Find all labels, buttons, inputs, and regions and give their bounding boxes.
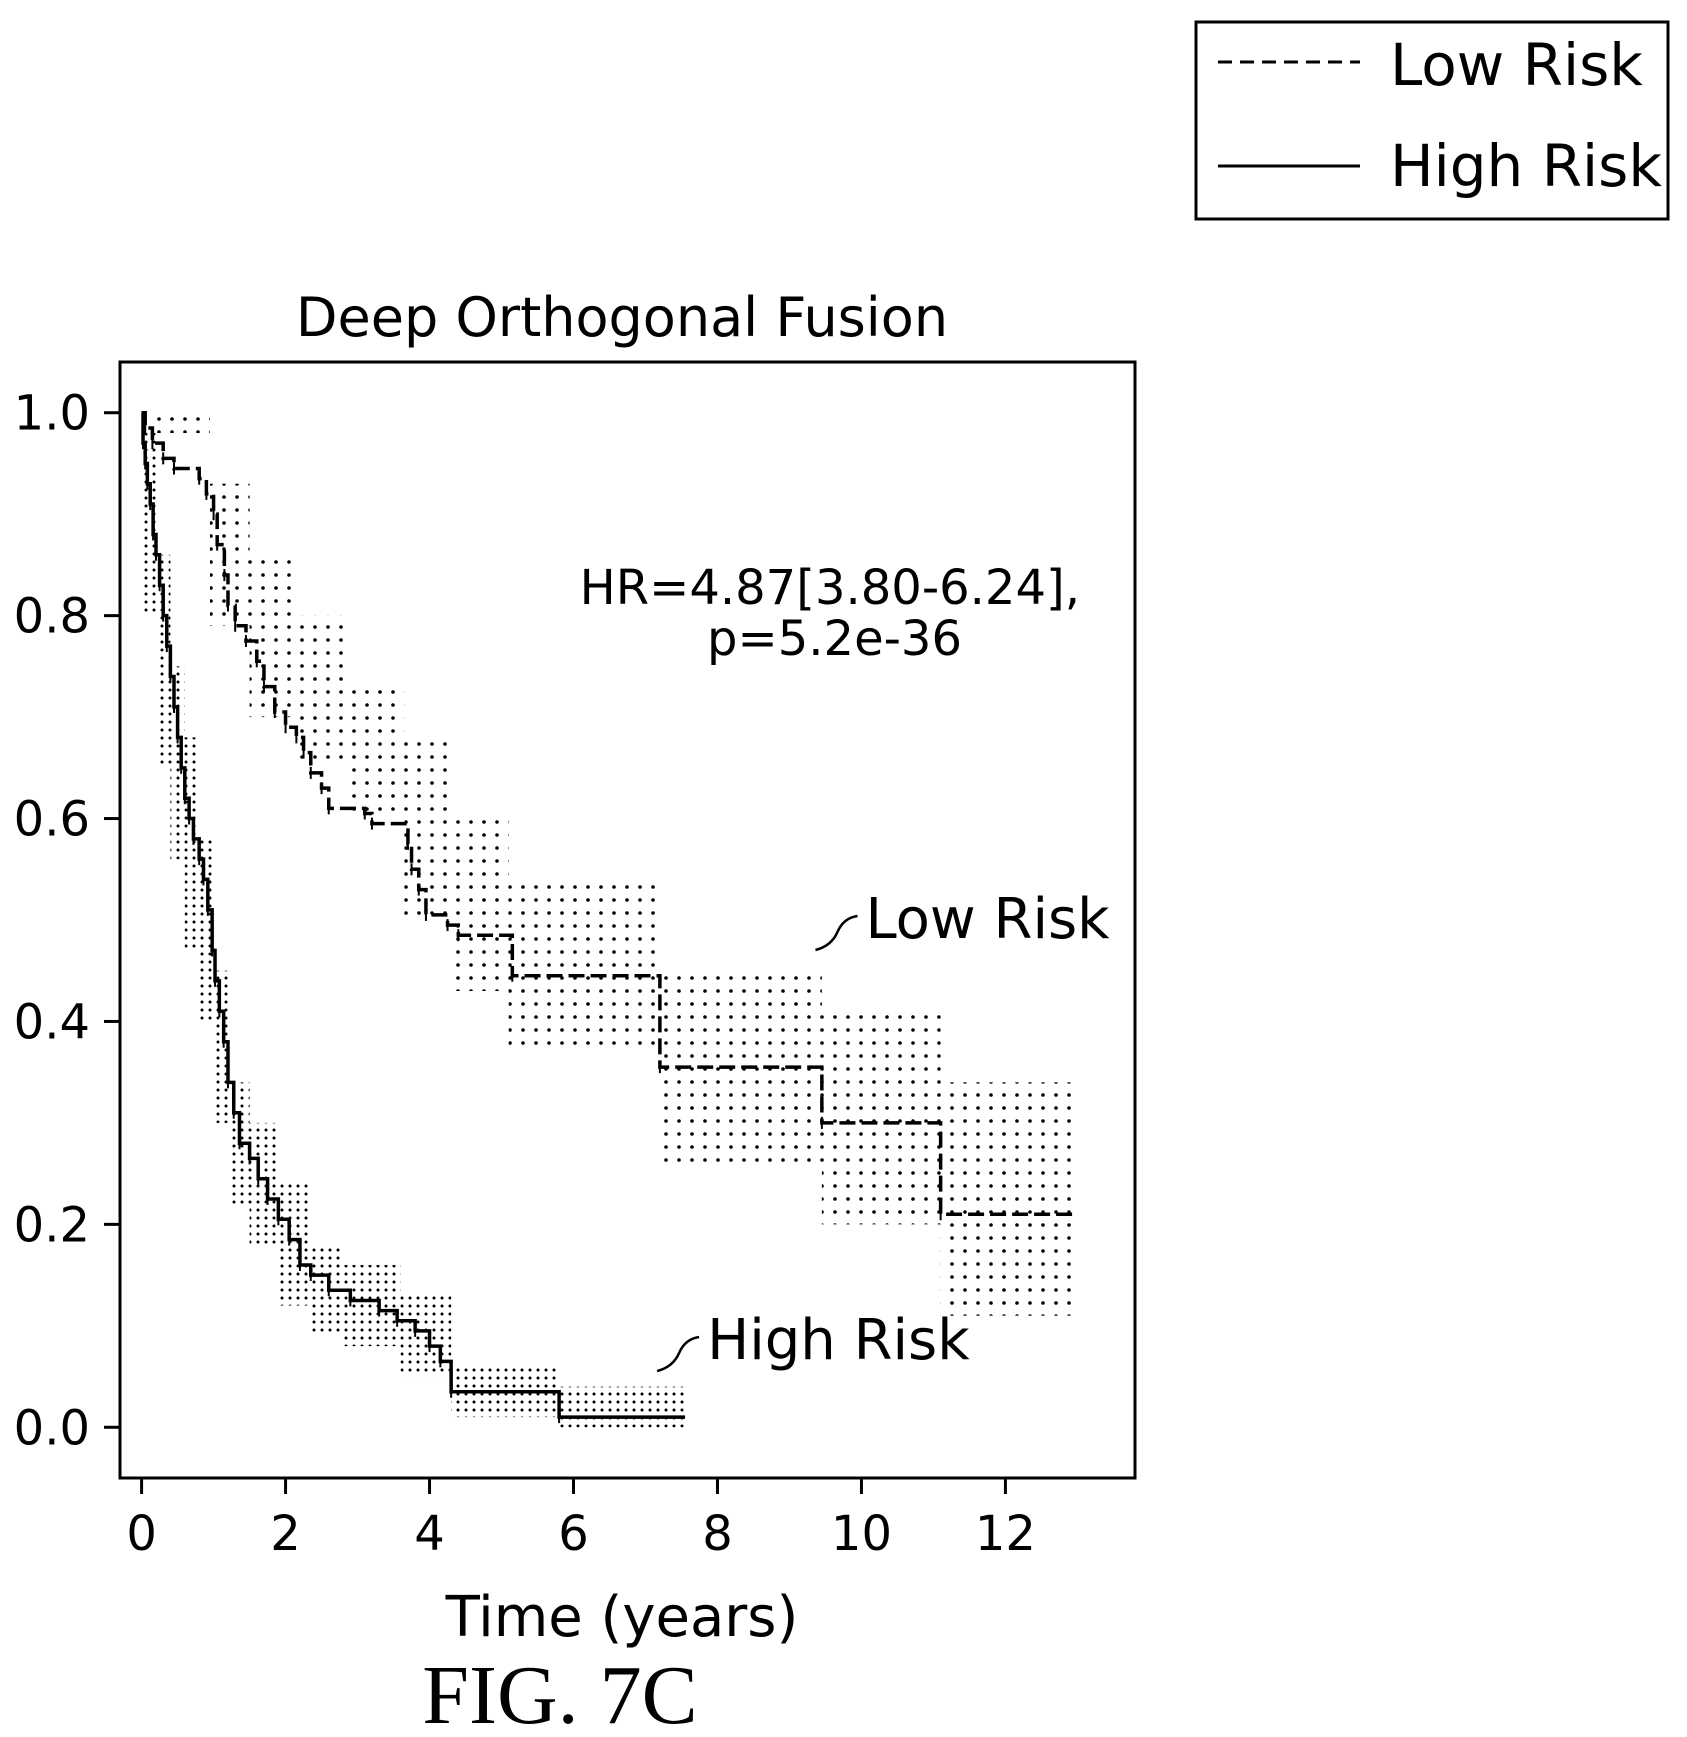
legend: Low Risk High Risk xyxy=(1194,20,1670,221)
x-axis: 0 2 4 6 8 10 12 xyxy=(126,1478,1036,1562)
curve-label-high-risk: High Risk xyxy=(707,1308,970,1373)
ci-band-high-risk-13 xyxy=(559,1386,686,1428)
leader-low-risk xyxy=(815,914,858,952)
y-tick-label-0: 0.0 xyxy=(14,1400,90,1456)
chart-title: Deep Orthogonal Fusion xyxy=(296,286,948,349)
ci-band-high-risk-7 xyxy=(249,1122,279,1245)
ci-band-high-risk-5 xyxy=(213,970,228,1123)
x-tick-label-6: 6 xyxy=(558,1506,589,1562)
y-tick-label-1: 0.2 xyxy=(14,1197,90,1253)
curve-label-low-risk: Low Risk xyxy=(865,887,1110,952)
ci-band-low-risk-6 xyxy=(451,818,509,992)
y-tick-label-5: 1.0 xyxy=(14,386,90,442)
x-tick-label-0: 0 xyxy=(126,1506,157,1562)
x-tick-label-10: 10 xyxy=(831,1506,892,1562)
ci-band-low-risk-1 xyxy=(209,483,250,626)
ci-band-high-risk-1 xyxy=(155,554,171,768)
x-tick-label-2: 2 xyxy=(270,1506,301,1562)
y-tick-label-2: 0.4 xyxy=(14,994,90,1050)
x-tick-label-4: 4 xyxy=(414,1506,445,1562)
ci-band-low-risk-9 xyxy=(821,1011,941,1225)
ci-band-low-risk-3 xyxy=(292,615,347,768)
hazard-ratio-annotation: HR=4.87[3.80-6.24], xyxy=(580,560,1080,616)
ci-band-high-risk-11 xyxy=(400,1295,452,1377)
legend-box xyxy=(1194,20,1670,221)
ci-band-high-risk-0 xyxy=(141,433,156,616)
ci-band-low-risk-4 xyxy=(346,686,405,819)
ci-band-high-risk-10 xyxy=(343,1264,401,1347)
legend-label-high-risk: High Risk xyxy=(1390,132,1662,200)
x-axis-label: Time (years) xyxy=(445,1585,799,1650)
ci-band-low-risk-5 xyxy=(404,737,452,920)
ci-band-low-risk-7 xyxy=(508,879,660,1052)
x-tick-label-8: 8 xyxy=(702,1506,733,1562)
y-tick-label-3: 0.6 xyxy=(14,792,90,848)
p-value-annotation: p=5.2e-36 xyxy=(707,611,962,667)
legend-label-low-risk: Low Risk xyxy=(1390,31,1643,99)
ci-band-high-risk-8 xyxy=(278,1183,311,1306)
ci-band-high-risk-2 xyxy=(170,666,185,860)
plot-frame xyxy=(118,360,1137,1480)
y-tick-label-4: 0.8 xyxy=(14,589,90,645)
ci-band-low-risk-2 xyxy=(249,554,293,718)
ci-band-low-risk-10 xyxy=(940,1082,1078,1316)
confidence-bands xyxy=(141,412,1078,1428)
y-axis: 0.0 0.2 0.4 0.6 0.8 1.0 xyxy=(14,386,120,1456)
x-tick-label-12: 12 xyxy=(975,1506,1036,1562)
ci-band-low-risk-0 xyxy=(148,412,210,434)
figure-caption: FIG. 7C xyxy=(422,1649,697,1737)
ci-band-high-risk-3 xyxy=(184,737,200,951)
survival-curves xyxy=(141,410,1078,1424)
curve-labels: Low Risk High Risk xyxy=(656,887,1110,1373)
leader-high-risk xyxy=(656,1335,700,1373)
